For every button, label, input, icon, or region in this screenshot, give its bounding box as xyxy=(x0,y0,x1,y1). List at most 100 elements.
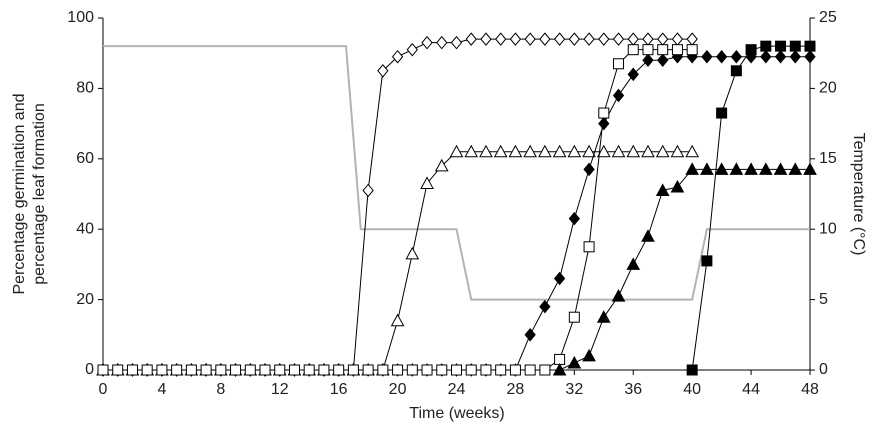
square-marker xyxy=(156,364,168,376)
y-tick-label: 60 xyxy=(76,150,94,167)
x-tick-label: 24 xyxy=(448,381,466,398)
triangle-marker xyxy=(729,162,744,175)
triangle-marker xyxy=(464,144,479,158)
square-marker xyxy=(126,364,138,376)
series-line xyxy=(103,56,810,371)
square-marker xyxy=(377,364,389,376)
square-marker xyxy=(406,364,418,376)
triangle-marker xyxy=(641,144,655,158)
square-marker xyxy=(716,107,728,119)
y-axis-title: percentage leaf formation xyxy=(31,103,48,284)
x-tick-label: 16 xyxy=(330,381,348,398)
triangle-marker xyxy=(582,348,596,362)
x-axis-title: Time (weeks) xyxy=(409,405,504,422)
square-marker xyxy=(495,364,507,376)
diamond-marker xyxy=(598,32,610,46)
triangle-marker xyxy=(611,289,626,302)
square-marker xyxy=(554,353,566,365)
diamond-marker xyxy=(421,35,433,50)
series-line xyxy=(559,168,810,371)
diamond-marker xyxy=(553,271,566,286)
x-tick-label: 32 xyxy=(565,381,583,398)
triangle-marker xyxy=(567,355,582,369)
triangle-marker xyxy=(626,257,641,270)
triangle-marker xyxy=(390,313,405,327)
square-marker xyxy=(171,364,183,376)
triangle-marker xyxy=(641,229,655,242)
triangle-marker xyxy=(596,144,611,158)
square-marker xyxy=(392,364,404,376)
y-tick-label: 80 xyxy=(76,80,94,97)
square-marker xyxy=(789,40,801,52)
triangle-marker xyxy=(758,162,773,175)
square-marker xyxy=(686,44,698,56)
diamond-marker xyxy=(627,67,639,82)
square-marker xyxy=(598,107,610,119)
diamond-marker xyxy=(642,32,654,46)
triangle-marker xyxy=(493,144,508,158)
triangle-marker xyxy=(479,144,493,158)
diamond-marker xyxy=(450,35,463,50)
square-marker xyxy=(112,364,124,376)
diamond-marker xyxy=(657,32,669,46)
diamond-marker xyxy=(391,49,404,64)
square-marker xyxy=(362,364,374,376)
triangle-marker xyxy=(552,362,567,376)
x-tick-label: 40 xyxy=(683,381,701,398)
triangle-marker xyxy=(552,144,567,158)
diamond-marker xyxy=(730,49,743,64)
square-marker xyxy=(274,364,286,376)
triangle-marker xyxy=(611,144,626,158)
diamond-marker xyxy=(465,32,477,46)
square-marker xyxy=(451,364,462,376)
y2-axis-title: Temperature (°C) xyxy=(850,133,867,256)
diamond-marker xyxy=(362,183,374,198)
square-marker xyxy=(347,364,359,376)
diamond-marker xyxy=(524,32,536,46)
y-tick-label: 100 xyxy=(67,9,94,26)
triangle-marker xyxy=(744,162,758,175)
triangle-marker xyxy=(670,179,685,193)
triangle-marker xyxy=(567,144,582,158)
square-marker xyxy=(775,40,787,52)
triangle-marker xyxy=(685,162,700,175)
x-tick-label: 36 xyxy=(624,381,642,398)
diamond-marker xyxy=(583,32,595,46)
triangle-marker xyxy=(405,246,420,260)
square-marker xyxy=(745,44,757,56)
series-line xyxy=(691,45,810,371)
square-marker xyxy=(259,364,271,376)
diamond-marker xyxy=(436,35,448,50)
triangle-marker xyxy=(626,144,641,158)
y-tick-label: 0 xyxy=(85,361,94,378)
square-marker xyxy=(524,364,536,376)
y2-tick-label: 25 xyxy=(819,9,837,26)
square-marker xyxy=(215,364,227,376)
x-tick-label: 48 xyxy=(801,381,819,398)
square-marker xyxy=(318,364,330,376)
x-tick-label: 8 xyxy=(216,381,225,398)
square-marker xyxy=(539,364,551,376)
square-marker xyxy=(303,364,315,376)
square-marker xyxy=(760,40,772,52)
diamond-marker xyxy=(642,53,654,68)
diamond-marker xyxy=(671,32,684,46)
square-marker xyxy=(465,364,477,376)
square-marker xyxy=(583,241,595,253)
square-marker xyxy=(613,58,625,70)
y-tick-label: 40 xyxy=(76,220,94,237)
x-tick-label: 4 xyxy=(157,381,166,398)
diamond-marker xyxy=(657,53,669,68)
triangle-marker xyxy=(449,144,464,158)
y2-tick-label: 20 xyxy=(819,80,837,97)
diamond-marker xyxy=(686,32,698,46)
square-marker xyxy=(568,311,580,323)
diamond-marker xyxy=(377,64,389,78)
square-marker xyxy=(804,40,816,52)
triangle-marker xyxy=(582,144,596,158)
square-marker xyxy=(141,364,153,376)
triangle-marker xyxy=(773,162,788,175)
diamond-marker xyxy=(774,49,787,64)
diamond-marker xyxy=(612,32,625,46)
square-marker xyxy=(244,364,256,376)
